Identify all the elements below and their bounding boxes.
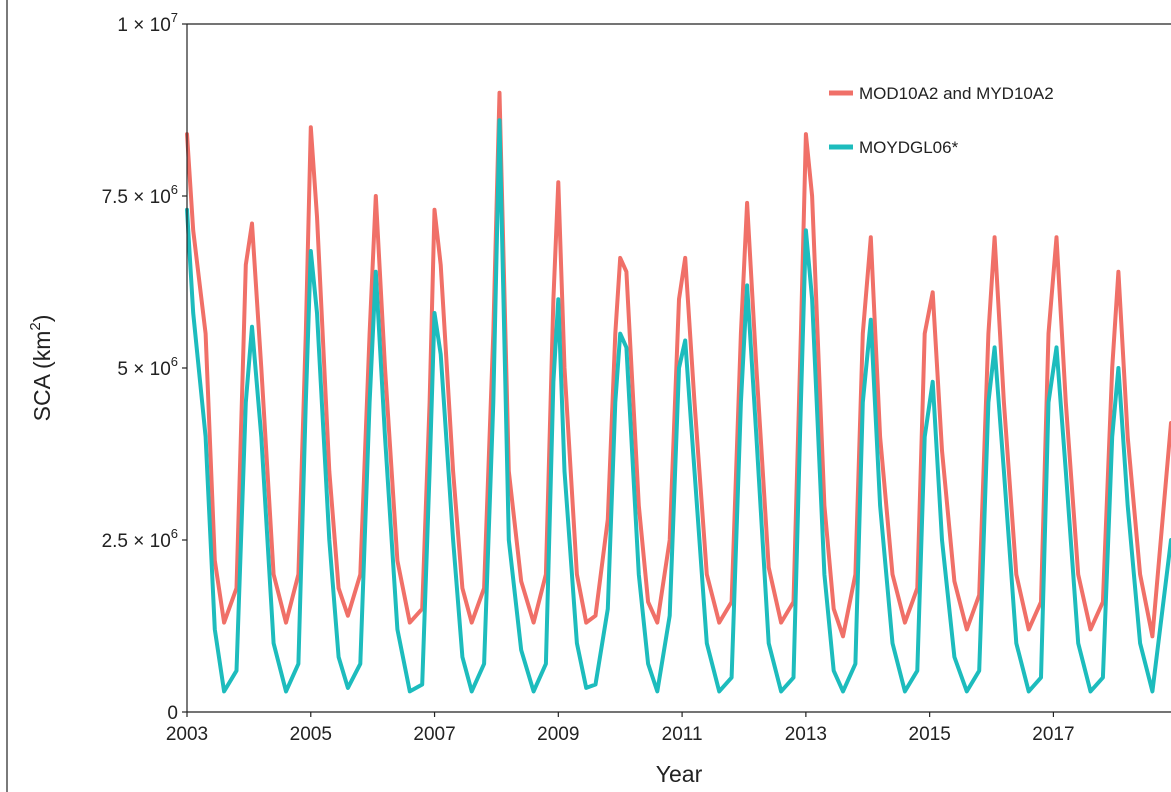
series-line-1 (185, 90, 1171, 639)
x-tick-label: 2011 (662, 724, 703, 745)
x-tick-label: 2015 (909, 724, 951, 745)
legend: MOD10A2 and MYD10A2 MOYDGL06* (829, 84, 1054, 157)
x-axis-title: Year (656, 761, 703, 787)
x-tick-label: 2003 (166, 724, 208, 745)
x-tick-label: 2009 (537, 724, 579, 745)
y-tick-label: 0 (167, 703, 178, 724)
x-tick-label: 2017 (1032, 724, 1074, 745)
series-line-2 (185, 118, 1171, 694)
y-tick-label: 2.5 × 106 (102, 526, 178, 552)
y-tick-label: 1 × 107 (117, 10, 178, 36)
series-lines (185, 90, 1171, 694)
legend-label: MOD10A2 and MYD10A2 (859, 84, 1054, 103)
x-tick-label: 2013 (785, 724, 827, 745)
y-axis-title: SCA (km2) (27, 315, 55, 422)
y-tick-label: 7.5 × 106 (102, 182, 178, 208)
x-ticks: 2003 2005 2007 2009 2011 2013 2015 2017 (166, 712, 1075, 745)
y-ticks: 0 2.5 × 106 5 × 106 7.5 × 106 1 × 107 (102, 10, 187, 724)
legend-label: MOYDGL06* (859, 138, 959, 157)
x-tick-label: 2007 (413, 724, 455, 745)
y-tick-label: 5 × 106 (117, 354, 178, 380)
x-tick-label: 2005 (290, 724, 332, 745)
